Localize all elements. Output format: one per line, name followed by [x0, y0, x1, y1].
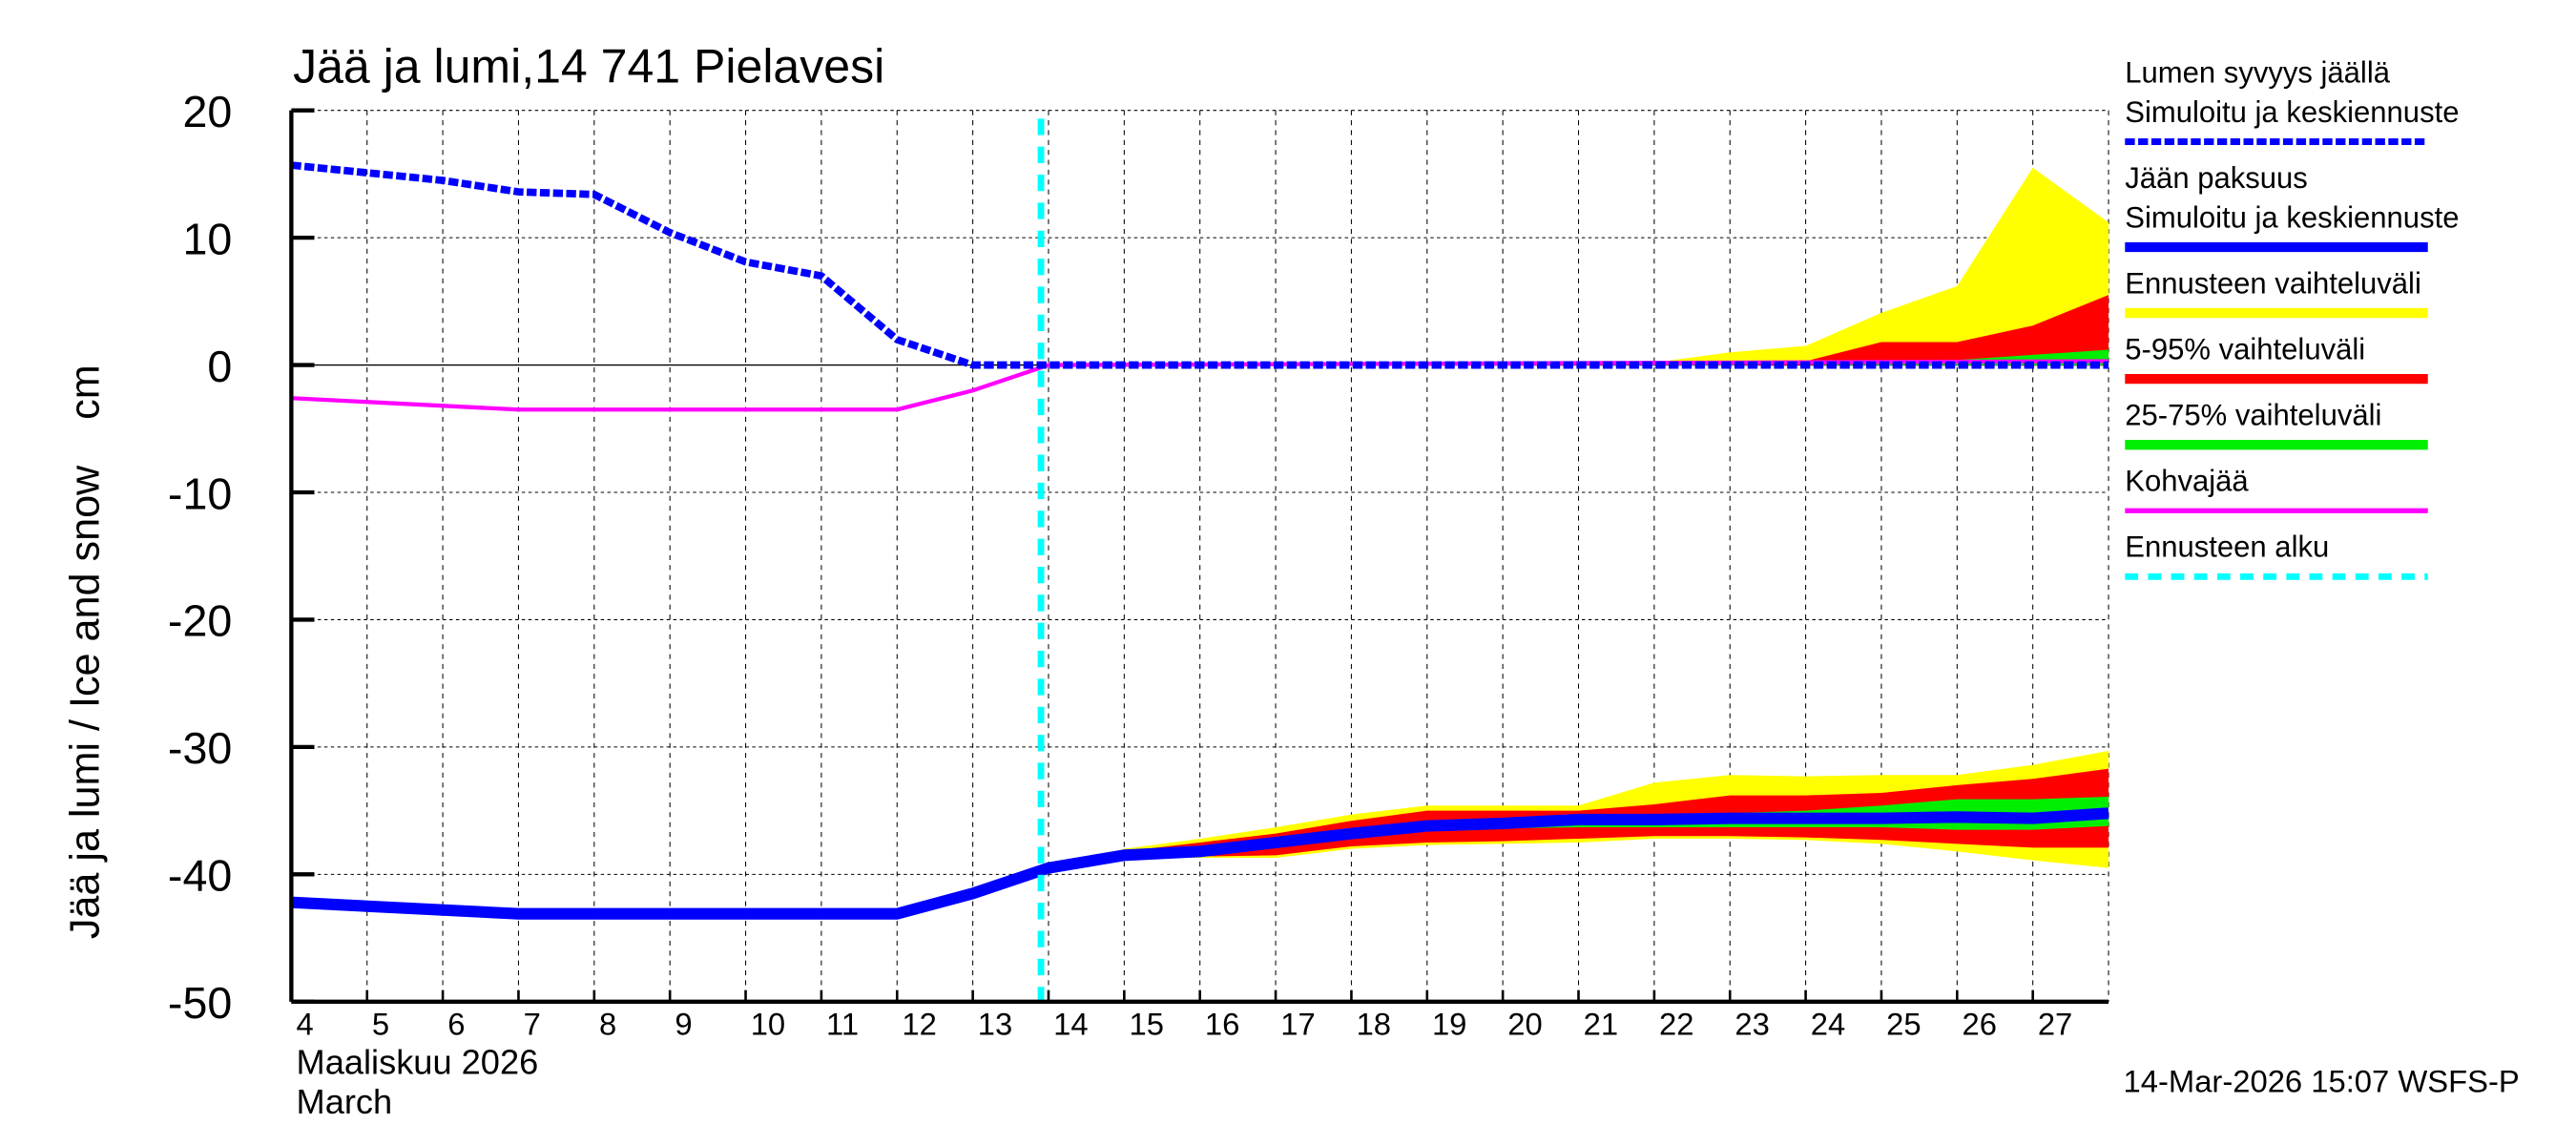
y-tick-label: -10	[168, 468, 232, 518]
x-tick-label: 12	[902, 1006, 936, 1041]
legend-label: Ennusteen vaihteluväli	[2125, 266, 2421, 300]
x-axis-month-label: Maaliskuu 2026	[297, 1043, 539, 1082]
y-axis-label: Jää ja lumi / Ice and snow cm	[63, 364, 109, 939]
x-tick-label: 26	[1962, 1006, 1996, 1041]
lines	[290, 118, 2109, 1002]
footer-timestamp: 14-Mar-2026 15:07 WSFS-P	[2124, 1064, 2520, 1099]
x-tick-label: 7	[524, 1006, 541, 1041]
legend-label: 5-95% vaihteluväli	[2125, 332, 2365, 365]
y-tick-label: 10	[182, 214, 232, 263]
legend-label: Ennusteen alku	[2125, 531, 2329, 564]
legend-label: Jään paksuus	[2125, 161, 2308, 195]
x-tick-label: 6	[447, 1006, 465, 1041]
x-tick-label: 25	[1886, 1006, 1921, 1041]
x-tick-label: 16	[1205, 1006, 1239, 1041]
x-tick-label: 19	[1432, 1006, 1466, 1041]
x-tick-label: 9	[675, 1006, 692, 1041]
y-tick-label: -40	[168, 851, 232, 901]
snow-band-forecast-range	[1578, 167, 2109, 365]
legend: Lumen syvyys jäällä Simuloitu ja keskienn…	[2125, 55, 2459, 580]
x-tick-label: 11	[826, 1006, 859, 1041]
y-tick-label: -50	[168, 978, 232, 1028]
x-tick-label: 22	[1659, 1006, 1693, 1041]
y-tick-label: -20	[168, 596, 232, 646]
grid	[291, 110, 2109, 1003]
x-tick-label: 5	[372, 1006, 389, 1041]
x-tick-label: 18	[1357, 1006, 1391, 1041]
legend-label: Simuloitu ja keskiennuste	[2125, 95, 2459, 129]
x-tick-label: 10	[751, 1006, 785, 1041]
x-tick-label: 15	[1130, 1006, 1164, 1041]
chart-title: Jää ja lumi,14 741 Pielavesi	[293, 39, 884, 93]
y-tick-label: -30	[168, 723, 232, 773]
snow-depth-line	[290, 161, 2109, 369]
x-axis-month-label-en: March	[297, 1082, 393, 1121]
x-tick-label: 17	[1280, 1006, 1315, 1041]
y-tick-label: 20	[182, 87, 232, 136]
axes: 20 10 0 -10 -20 -30 -40 -50 4 5 6 7 8 9 10 11 12 13 14 15 16…	[168, 87, 2109, 1041]
ice-thickness-line	[291, 807, 2109, 920]
x-tick-label: 24	[1811, 1006, 1845, 1041]
x-tick-label: 13	[978, 1006, 1012, 1041]
x-tick-label: 23	[1735, 1006, 1769, 1041]
legend-label: Lumen syvyys jäällä	[2125, 55, 2390, 89]
legend-label: Kohvajää	[2125, 465, 2249, 498]
legend-label: 25-75% vaihteluväli	[2125, 398, 2381, 431]
snow-band-5-95	[1578, 295, 2109, 365]
y-tick-label: 0	[207, 342, 232, 391]
legend-label: Simuloitu ja keskiennuste	[2125, 200, 2459, 234]
x-tick-label: 4	[297, 1006, 314, 1041]
x-tick-label: 8	[599, 1006, 616, 1041]
x-tick-label: 21	[1584, 1006, 1618, 1041]
x-tick-label: 14	[1053, 1006, 1088, 1041]
x-tick-label: 20	[1507, 1006, 1542, 1041]
x-tick-label: 27	[2038, 1006, 2072, 1041]
